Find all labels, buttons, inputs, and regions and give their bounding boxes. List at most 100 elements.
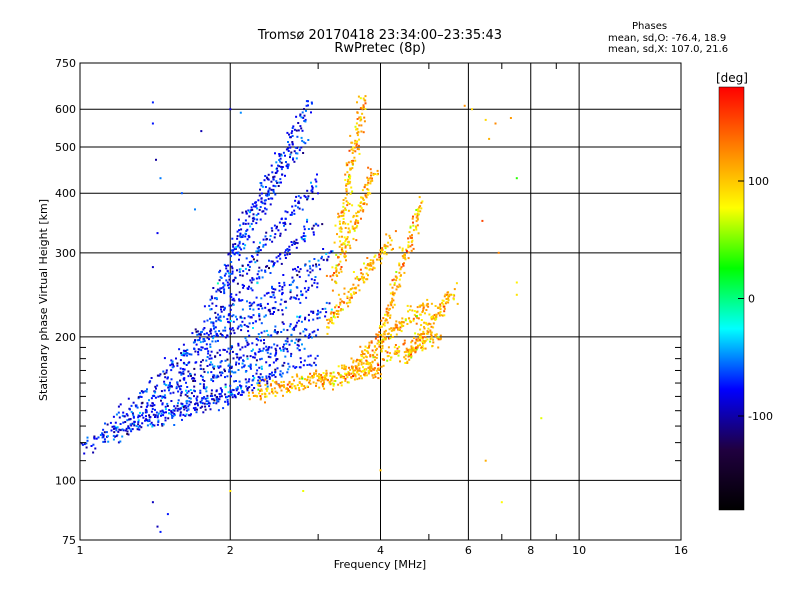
- data-point: [310, 181, 312, 184]
- data-point: [274, 288, 277, 291]
- data-point: [347, 161, 350, 164]
- data-point: [272, 191, 275, 194]
- data-point: [354, 369, 357, 372]
- data-point: [355, 145, 358, 147]
- data-point: [310, 310, 313, 313]
- data-point: [363, 353, 366, 355]
- data-point: [340, 243, 343, 246]
- data-point: [202, 397, 205, 400]
- data-point: [227, 272, 230, 275]
- data-point: [293, 379, 295, 382]
- data-point: [397, 286, 400, 289]
- data-point: [371, 374, 374, 377]
- data-point: [256, 207, 259, 210]
- data-point: [283, 221, 286, 224]
- data-point: [367, 366, 370, 369]
- data-point: [263, 315, 266, 318]
- data-point: [395, 353, 398, 355]
- data-point: [257, 339, 260, 342]
- data-point: [224, 359, 227, 362]
- data-point: [209, 308, 212, 311]
- data-point: [304, 386, 307, 389]
- data-point: [419, 313, 422, 316]
- data-point: [264, 383, 267, 386]
- data-point: [282, 328, 285, 331]
- data-point: [209, 343, 212, 346]
- data-point: [290, 241, 293, 243]
- data-point: [230, 328, 233, 331]
- data-point: [152, 413, 155, 416]
- data-point: [179, 379, 182, 382]
- data-point: [400, 330, 403, 333]
- data-point: [103, 438, 106, 441]
- data-point: [250, 281, 253, 284]
- data-point: [274, 193, 277, 196]
- data-point: [350, 161, 353, 163]
- y-tick-label: 200: [55, 331, 76, 344]
- data-point: [163, 389, 166, 392]
- x-tick-label: 16: [674, 544, 688, 557]
- data-point: [208, 402, 211, 405]
- data-point: [277, 309, 280, 312]
- data-point: [269, 312, 272, 315]
- data-point: [358, 116, 361, 119]
- data-point: [230, 365, 233, 368]
- data-point: [201, 359, 204, 362]
- data-point: [274, 329, 276, 332]
- data-point: [284, 251, 287, 254]
- data-point: [335, 270, 338, 272]
- data-point: [151, 425, 154, 428]
- data-point: [351, 367, 354, 370]
- data-point: [302, 388, 305, 391]
- data-point: [289, 146, 292, 149]
- data-point: [219, 395, 221, 398]
- data-point: [314, 364, 317, 367]
- data-point: [288, 245, 291, 248]
- data-point: [345, 365, 348, 368]
- data-point: [121, 428, 124, 431]
- data-point: [168, 389, 170, 392]
- data-point: [330, 250, 333, 253]
- data-point: [227, 364, 230, 367]
- data-point: [214, 326, 217, 329]
- data-point: [145, 411, 148, 414]
- data-point: [337, 216, 340, 219]
- data-point: [243, 323, 246, 326]
- data-point: [365, 272, 368, 275]
- data-point: [335, 282, 338, 285]
- data-point: [414, 351, 417, 354]
- data-point: [164, 419, 167, 422]
- data-point: [241, 320, 244, 323]
- data-point: [443, 310, 446, 313]
- data-point: [299, 315, 302, 318]
- data-point: [380, 319, 383, 322]
- data-point: [248, 301, 251, 304]
- data-point: [389, 243, 392, 246]
- data-point: [272, 176, 275, 179]
- data-point: [171, 411, 174, 414]
- data-point: [377, 364, 380, 367]
- data-point: [292, 242, 295, 245]
- data-point: [277, 185, 280, 187]
- data-point: [393, 282, 396, 285]
- data-point: [92, 443, 95, 446]
- data-point: [270, 197, 273, 200]
- data-point: [156, 374, 159, 377]
- data-point: [228, 352, 231, 355]
- data-point: [278, 159, 281, 161]
- data-point: [324, 315, 327, 318]
- data-point: [341, 235, 343, 238]
- data-point: [240, 329, 243, 332]
- data-point: [354, 277, 357, 280]
- data-point: [384, 319, 387, 322]
- data-point: [355, 141, 358, 143]
- data-point: [145, 415, 147, 418]
- data-point: [415, 228, 418, 231]
- data-point: [210, 295, 213, 298]
- data-point: [373, 267, 376, 270]
- data-point: [236, 327, 239, 330]
- data-point: [209, 361, 212, 364]
- data-point: [315, 263, 317, 266]
- data-point: [214, 355, 217, 358]
- data-point: [344, 377, 347, 380]
